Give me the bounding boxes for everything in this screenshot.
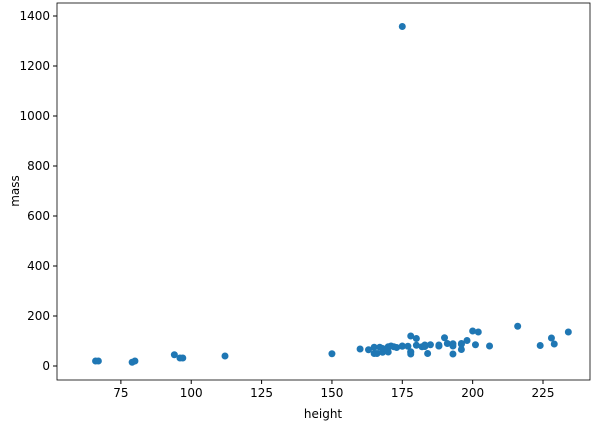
x-axis-label: height xyxy=(304,407,343,421)
point xyxy=(356,345,364,353)
x-tick-label: 200 xyxy=(461,386,484,400)
point xyxy=(328,350,336,358)
point xyxy=(514,322,522,330)
y-tick-label: 200 xyxy=(27,309,50,323)
point xyxy=(463,337,471,344)
point xyxy=(404,342,412,350)
point xyxy=(131,357,139,365)
point xyxy=(547,334,555,342)
point xyxy=(407,350,415,358)
point xyxy=(179,354,187,362)
plot-frame xyxy=(56,2,591,381)
point xyxy=(435,342,443,350)
point xyxy=(398,23,406,30)
point xyxy=(373,350,381,357)
x-tick-label: 225 xyxy=(532,386,555,400)
point xyxy=(94,357,102,365)
y-tick-label: 0 xyxy=(42,359,50,373)
y-tick-label: 1400 xyxy=(19,9,50,23)
point xyxy=(449,342,457,350)
y-axis-label: mass xyxy=(8,175,22,207)
point xyxy=(370,343,378,351)
y-tick-label: 800 xyxy=(27,159,50,173)
point xyxy=(457,340,465,347)
point xyxy=(407,332,415,340)
point xyxy=(384,348,392,356)
point xyxy=(449,350,457,358)
point xyxy=(550,340,558,348)
point xyxy=(457,346,465,353)
y-tick-label: 1200 xyxy=(19,59,50,73)
x-tick-label: 75 xyxy=(113,386,128,400)
y-tick-label: 1000 xyxy=(19,109,50,123)
x-tick-label: 100 xyxy=(180,386,203,400)
y-tick-label: 400 xyxy=(27,259,50,273)
point xyxy=(474,328,482,336)
x-tick-label: 175 xyxy=(391,386,414,400)
point xyxy=(412,341,420,349)
point xyxy=(421,342,429,350)
point xyxy=(398,342,406,350)
point xyxy=(424,350,432,357)
y-tick-label: 600 xyxy=(27,209,50,223)
point xyxy=(365,346,373,354)
point xyxy=(426,341,434,349)
point xyxy=(441,334,449,342)
x-tick-label: 150 xyxy=(320,386,343,400)
point xyxy=(170,351,178,359)
point xyxy=(536,342,544,349)
point xyxy=(443,340,451,347)
point xyxy=(393,344,401,351)
point xyxy=(471,341,479,349)
point xyxy=(412,335,420,342)
point xyxy=(486,342,494,350)
x-tick-label: 125 xyxy=(250,386,273,400)
point xyxy=(379,345,387,352)
point xyxy=(469,327,477,335)
point xyxy=(221,352,229,360)
point xyxy=(564,328,572,336)
